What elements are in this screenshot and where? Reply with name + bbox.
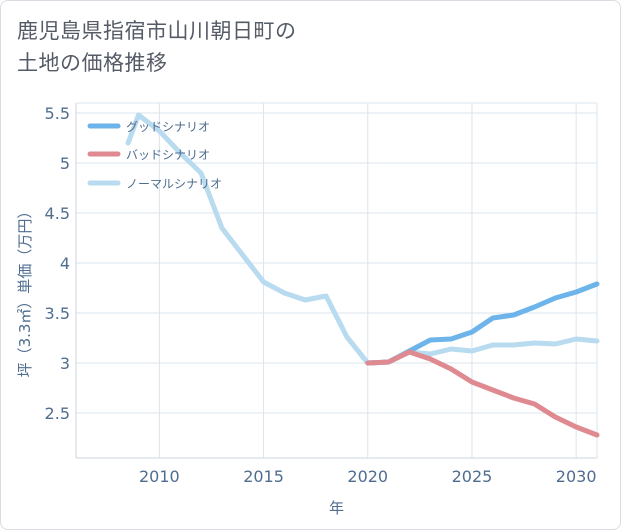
y-axis-label: 坪（3.3㎡）単価（万円） [16, 204, 34, 378]
y-tick-label-4.5: 4.5 [45, 204, 70, 223]
x-tick-label-2030: 2030 [556, 467, 597, 486]
y-tick-label-5: 5 [60, 154, 70, 173]
legend-label-normal: ノーマルシナリオ [126, 177, 222, 191]
x-tick-label-2010: 2010 [139, 467, 180, 486]
y-tick-label-3: 3 [60, 354, 70, 373]
legend-label-bad: バッドシナリオ [126, 148, 210, 162]
x-tick-label-2020: 2020 [347, 467, 388, 486]
y-tick-label-2.5: 2.5 [45, 404, 70, 423]
axes [75, 102, 598, 459]
x-tick-label-2015: 2015 [243, 467, 284, 486]
ticks: 2010 2015 2020 2025 2030 2.5 3 3.5 4 4.5 5 5.5 [45, 104, 597, 486]
series-line-good [365, 281, 600, 366]
x-axis-label: 年 [329, 499, 344, 517]
y-tick-label-4: 4 [60, 254, 70, 273]
series-line-bad [365, 349, 600, 438]
series-line-normal [125, 112, 600, 366]
legend-label-good: グッドシナリオ [126, 120, 210, 134]
series-layer [125, 112, 600, 438]
chart-title: 鹿児島県指宿市山川朝日町の 土地の価格推移 [17, 19, 297, 75]
x-tick-label-2025: 2025 [452, 467, 493, 486]
y-tick-label-5.5: 5.5 [45, 104, 70, 123]
y-tick-label-3.5: 3.5 [45, 304, 70, 323]
